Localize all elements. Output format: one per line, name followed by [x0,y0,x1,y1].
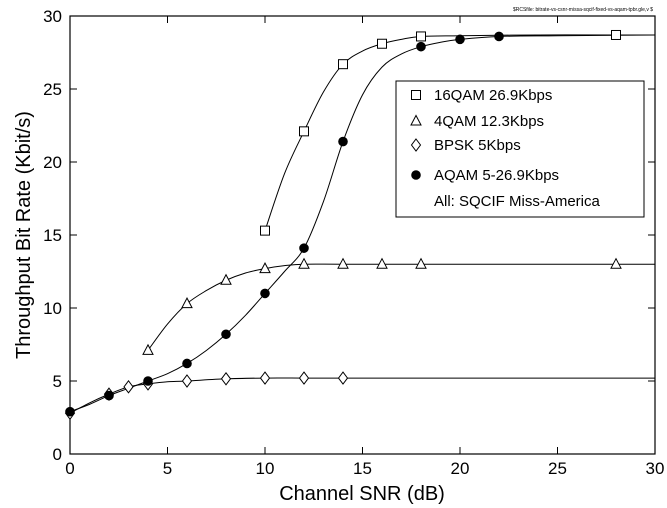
legend-items: 16QAM 26.9Kbps 4QAM 12.3Kbps BPSK 5Kbps AQA… [410,87,559,184]
data-point [376,257,388,269]
data-point [377,38,387,49]
data-point [142,343,154,355]
data-point [299,243,309,253]
legend-entry-label: BPSK 5Kbps [434,137,521,154]
y-tick-label: 30 [43,7,62,26]
legend-entry-label: 16QAM 26.9Kbps [434,87,552,104]
tick-labels: 0 5 10 15 20 25 30 0 5 10 15 20 25 30 [43,7,664,478]
data-point [611,29,621,40]
data-point [143,376,153,386]
data-point [416,31,426,42]
y-tick-label: 5 [53,372,62,391]
rcs-file-note: $RCSfile: bitrate-vs-csnr-missa-sqcif-fi… [513,7,653,13]
y-tick-label: 0 [53,445,62,464]
y-tick-label: 25 [43,80,62,99]
data-point [298,371,310,385]
legend: 16QAM 26.9Kbps 4QAM 12.3Kbps BPSK 5Kbps AQA… [395,80,645,218]
data-point [338,59,348,70]
x-tick-label: 15 [353,459,372,478]
legend-marker [411,170,421,180]
data-point [494,31,504,42]
data-point [123,380,134,394]
data-point [455,34,465,45]
axis-ticks [69,15,656,455]
series-markers [64,29,622,420]
x-axis-title: Channel SNR (dB) [279,483,445,505]
data-point [220,371,232,386]
data-point [182,358,192,369]
legend-box [395,80,645,218]
data-point [181,297,193,309]
legend-marker [410,138,422,152]
data-point [221,329,231,340]
data-point [104,390,114,401]
data-point [260,288,270,299]
y-axis-title: Throughput Bit Rate (Kbit/s) [13,111,35,359]
data-point [299,126,309,137]
y-tick-label: 15 [43,226,62,245]
data-point [338,136,348,147]
x-tick-label: 10 [256,459,275,478]
legend-marker [411,90,421,100]
legend-marker [410,114,422,126]
data-point [181,374,193,388]
data-point [416,41,426,52]
data-point [337,371,349,385]
y-tick-label: 10 [43,299,62,318]
legend-entry-label: 4QAM 12.3Kbps [434,113,544,130]
x-tick-label: 30 [646,459,665,478]
data-point [337,257,349,269]
x-tick-label: 20 [451,459,470,478]
data-point [298,257,310,269]
legend-note: All: SQCIF Miss-America [434,193,601,210]
y-tick-label: 20 [43,153,62,172]
data-point [610,257,622,269]
data-point [65,406,75,417]
x-tick-label: 25 [548,459,567,478]
legend-entry-label: AQAM 5-26.9Kbps [434,167,559,184]
data-point [259,262,271,274]
data-point [260,225,270,236]
series-line [69,377,655,414]
data-point [220,273,232,285]
x-tick-label: 5 [163,459,172,478]
data-point [259,371,271,385]
data-point [415,257,427,269]
x-tick-label: 0 [65,459,74,478]
